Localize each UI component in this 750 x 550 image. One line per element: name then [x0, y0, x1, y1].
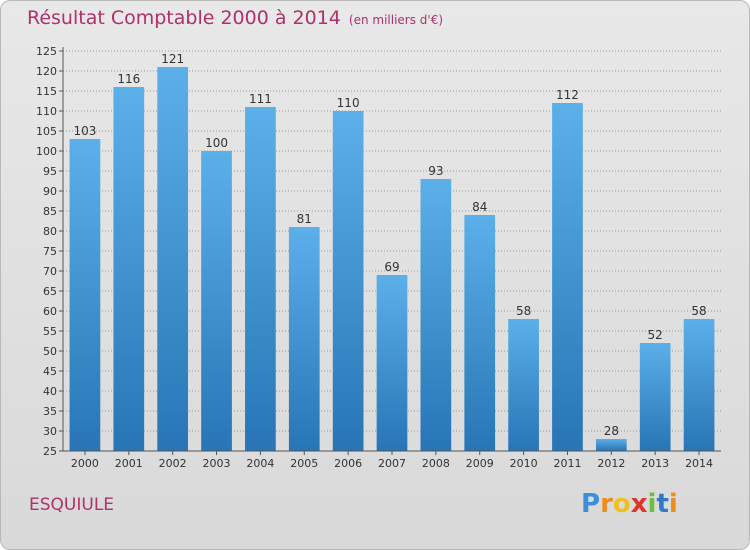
y-tick-label: 35: [43, 405, 57, 418]
bar: [332, 111, 364, 451]
y-tick-label: 25: [43, 445, 57, 458]
y-tick-label: 40: [43, 385, 57, 398]
data-label: 81: [297, 212, 312, 226]
axes: [59, 47, 721, 455]
x-tick-label: 2008: [422, 457, 450, 470]
x-tick-label: 2007: [378, 457, 406, 470]
bar: [595, 439, 627, 451]
data-label: 52: [648, 328, 663, 342]
y-tick-label: 60: [43, 305, 57, 318]
bar: [639, 343, 671, 451]
data-label: 116: [117, 72, 140, 86]
y-tick-label: 65: [43, 285, 57, 298]
y-tick-label: 75: [43, 245, 57, 258]
data-label: 69: [384, 260, 399, 274]
bar: [376, 275, 408, 451]
logo-letter: P: [581, 489, 601, 519]
data-label: 58: [516, 304, 531, 318]
x-tick-label: 2003: [203, 457, 231, 470]
x-tick-label: 2009: [466, 457, 494, 470]
x-tick-label: 2010: [510, 457, 538, 470]
data-label: 93: [428, 164, 443, 178]
bar: [157, 67, 189, 451]
logo-letter: r: [600, 489, 613, 519]
y-tick-label: 105: [36, 125, 57, 138]
data-label: 111: [249, 92, 272, 106]
logo-letter: i: [647, 489, 657, 519]
bar: [245, 107, 276, 451]
data-label: 28: [604, 424, 619, 438]
x-tick-label: 2013: [641, 457, 669, 470]
y-tick-label: 120: [36, 65, 57, 78]
x-tick-label: 2012: [597, 457, 625, 470]
x-tick-label: 2005: [290, 457, 318, 470]
data-label: 103: [73, 124, 96, 138]
proxiti-logo[interactable]: Proxiti: [581, 489, 678, 519]
bar: [420, 179, 452, 451]
y-tick-label: 80: [43, 225, 57, 238]
logo-letter: t: [656, 489, 669, 519]
logo-letter: x: [630, 489, 648, 519]
title-text: Résultat Comptable 2000 à 2014: [27, 7, 341, 29]
y-tick-label: 100: [36, 145, 57, 158]
y-tick-label: 50: [43, 345, 57, 358]
data-label: 110: [337, 96, 360, 110]
y-tick-label: 115: [36, 85, 57, 98]
bar: [113, 87, 145, 451]
logo-letter: o: [612, 489, 631, 519]
data-label: 100: [205, 136, 228, 150]
bar: [464, 215, 496, 451]
x-tick-label: 2011: [553, 457, 581, 470]
bar: [683, 319, 715, 451]
bars: [69, 67, 715, 451]
x-tick-label: 2006: [334, 457, 362, 470]
labels: 25 30 35 40 45 50 55 60 65 70 75 80 85 90 95 100 105 110 1…: [36, 45, 713, 470]
bar: [69, 139, 101, 451]
y-tick-label: 125: [36, 45, 57, 58]
bar: [201, 151, 232, 451]
y-tick-label: 110: [36, 105, 57, 118]
y-tick-label: 95: [43, 165, 57, 178]
y-tick-label: 30: [43, 425, 57, 438]
x-tick-label: 2014: [685, 457, 713, 470]
bar: [552, 103, 583, 451]
data-label: 84: [472, 200, 487, 214]
data-label: 58: [691, 304, 706, 318]
y-tick-label: 70: [43, 265, 57, 278]
logo-letter: i: [668, 489, 678, 519]
chart-title: Résultat Comptable 2000 à 2014 (en millie…: [27, 7, 443, 29]
data-label: 112: [556, 88, 579, 102]
y-tick-label: 90: [43, 185, 57, 198]
bar: [508, 319, 539, 451]
commune-name: ESQUIULE: [29, 495, 115, 515]
x-tick-label: 2000: [71, 457, 99, 470]
x-tick-label: 2004: [246, 457, 274, 470]
y-tick-label: 55: [43, 325, 57, 338]
x-tick-label: 2001: [115, 457, 143, 470]
y-tick-label: 85: [43, 205, 57, 218]
data-label: 121: [161, 52, 184, 66]
chart-subtitle: (en milliers d'€): [348, 13, 444, 27]
bar: [288, 227, 320, 451]
y-tick-label: 45: [43, 365, 57, 378]
x-tick-label: 2002: [159, 457, 187, 470]
